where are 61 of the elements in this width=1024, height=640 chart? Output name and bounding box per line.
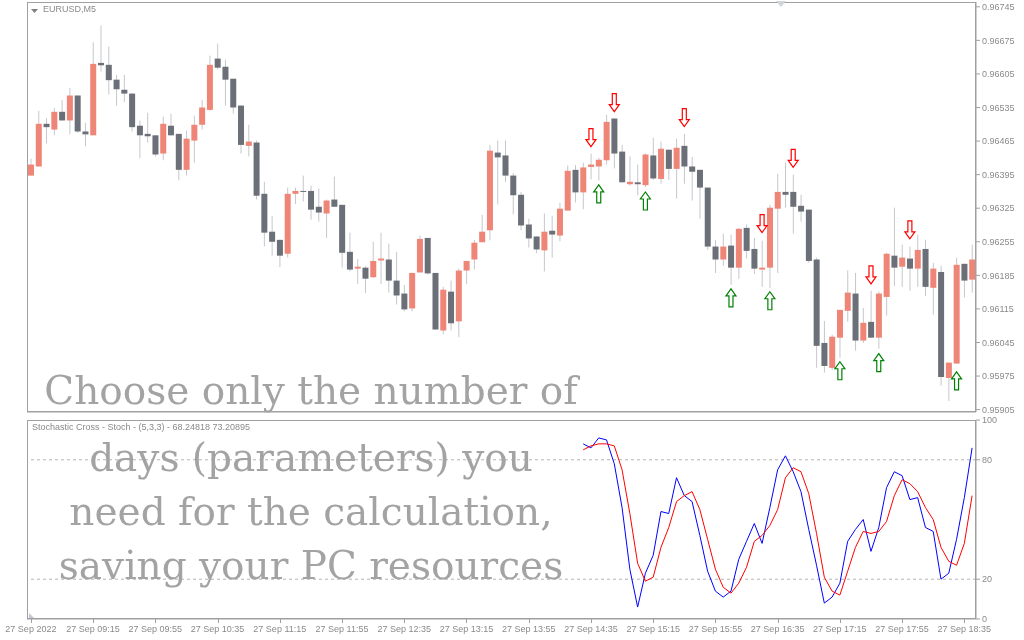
- candlestick: [673, 138, 680, 200]
- x-tick-label: 27 Sep 15:55: [688, 623, 743, 634]
- candlestick: [665, 149, 672, 181]
- candlestick: [891, 207, 898, 287]
- annotation: need for the calculation,: [69, 489, 553, 534]
- candlestick: [899, 244, 906, 288]
- y-tick-label: 0.96675: [982, 35, 1015, 46]
- y-tick-label: 0.96325: [982, 203, 1015, 214]
- candlestick: [759, 240, 766, 288]
- x-tick-label: 27 Sep 10:35: [190, 623, 245, 634]
- candlestick: [650, 137, 657, 181]
- x-tick-label: 27 Sep 15:15: [626, 623, 680, 634]
- x-tick-label: 27 Sep 11:55: [315, 623, 369, 634]
- candlestick: [906, 246, 913, 292]
- x-tick-label: 27 Sep 18:35: [937, 623, 992, 634]
- candlestick: [696, 169, 703, 220]
- y-tick-label: 0.96255: [982, 236, 1015, 247]
- annotation: days (parameters) you: [89, 435, 533, 480]
- y-tick-label: 0.96465: [982, 136, 1015, 147]
- y-tick-label: 0: [982, 614, 988, 625]
- candlestick: [634, 164, 641, 196]
- x-tick-label: 27 Sep 17:15: [813, 623, 867, 634]
- y-tick-label: 0.96605: [982, 69, 1015, 80]
- y-tick-label: 20: [982, 574, 993, 585]
- x-tick-label: 27 Sep 16:35: [750, 623, 805, 634]
- candlestick: [774, 173, 781, 274]
- y-tick-label: 0.96185: [982, 270, 1015, 281]
- candlestick: [720, 233, 727, 267]
- candlestick: [681, 133, 688, 185]
- x-tick-label: 27 Sep 2022: [5, 623, 57, 634]
- y-tick-label: 0.95975: [982, 371, 1015, 382]
- y-tick-label: 0.95905: [982, 404, 1015, 415]
- candlestick: [930, 262, 937, 316]
- x-tick-label: 27 Sep 09:55: [128, 623, 183, 634]
- y-tick-label: 100: [982, 415, 998, 426]
- y-tick-label: 0.96045: [982, 337, 1015, 348]
- chart-title: Stochastic Cross - Stoch - (5,3,3) - 68.24818 73.20895: [32, 422, 251, 433]
- candlestick: [844, 270, 851, 323]
- candlestick: [712, 239, 719, 274]
- x-tick-label: 27 Sep 14:35: [564, 623, 618, 634]
- candlestick: [595, 157, 602, 181]
- candlestick: [689, 156, 696, 202]
- y-tick-label: 80: [982, 454, 993, 465]
- x-tick-label: 27 Sep 13:15: [439, 623, 494, 634]
- candlestick: [798, 194, 805, 223]
- x-tick-label: 27 Sep 13:55: [501, 623, 556, 634]
- annotation: saving your PC resources: [58, 543, 564, 588]
- x-tick-label: 27 Sep 12:35: [377, 623, 432, 634]
- y-tick-label: 0.96395: [982, 169, 1015, 180]
- x-tick-label: 27 Sep 11:15: [253, 623, 307, 634]
- candlestick: [860, 307, 867, 344]
- candlestick: [914, 234, 921, 288]
- y-tick-label: 0.96535: [982, 102, 1015, 113]
- candlestick: [961, 263, 968, 298]
- y-tick-label: 0.96745: [982, 1, 1015, 12]
- x-tick-label: 27 Sep 09:15: [66, 623, 120, 634]
- candlestick: [868, 290, 875, 339]
- x-tick-label: 27 Sep 17:55: [875, 623, 929, 634]
- candlestick: [728, 234, 735, 286]
- candlestick: [945, 362, 952, 402]
- y-tick-label: 0.96115: [982, 304, 1014, 315]
